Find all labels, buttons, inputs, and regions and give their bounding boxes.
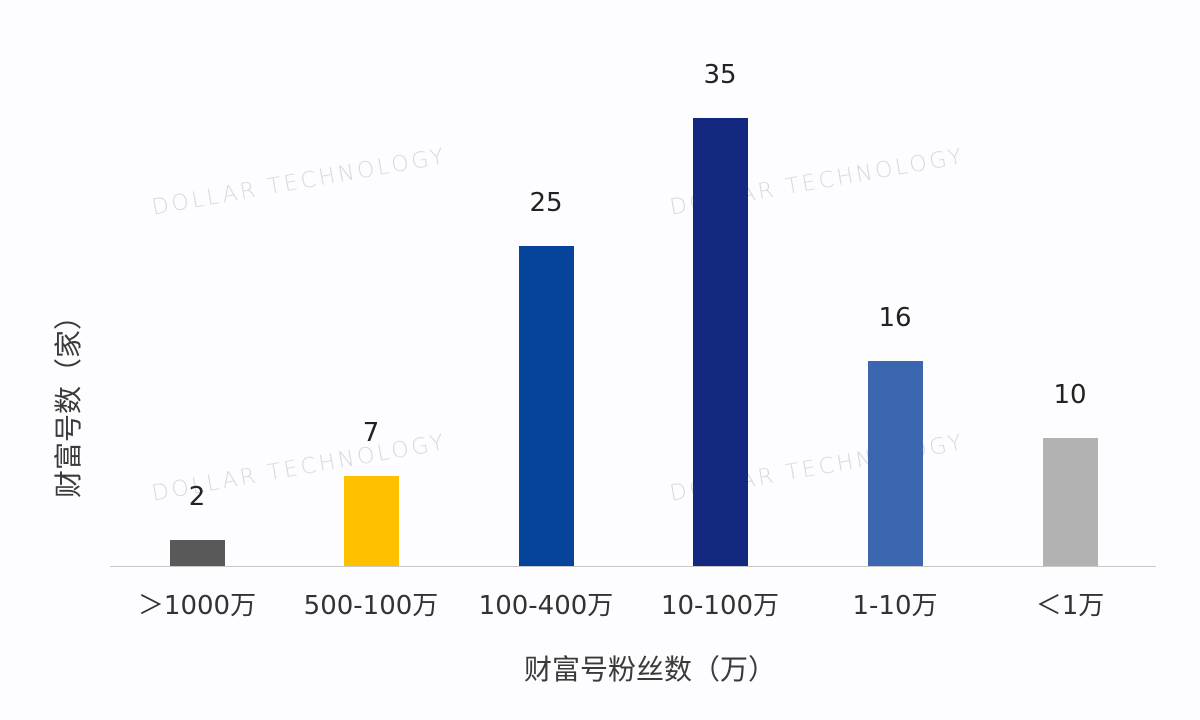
bar: [170, 540, 225, 566]
bar-value-label: 10: [1053, 380, 1087, 410]
x-tick-label: ＞1000万: [137, 591, 257, 621]
y-axis-label: 财富号数（家）: [52, 301, 85, 499]
x-tick-label: 1-10万: [852, 591, 938, 621]
bar: [1043, 438, 1098, 566]
x-tick-label: 500-100万: [303, 591, 439, 621]
bar: [344, 476, 399, 566]
x-axis-label: 财富号粉丝数（万）: [523, 653, 776, 686]
x-axis-line: [110, 566, 1156, 567]
x-tick-label: 100-400万: [478, 591, 614, 621]
watermark: DOLLAR TECHNOLOGY: [150, 144, 449, 221]
bar-value-label: 25: [529, 188, 563, 218]
bar: [693, 118, 748, 566]
bar-value-label: 35: [703, 60, 737, 90]
bar-value-label: 2: [188, 482, 206, 513]
bar: [519, 246, 574, 566]
bar: [868, 361, 923, 566]
bar-value-label: 7: [362, 418, 380, 449]
bar-value-label: 16: [878, 303, 912, 334]
x-tick-label: 10-100万: [660, 591, 780, 621]
x-tick-label: ＜1万: [1035, 591, 1105, 621]
